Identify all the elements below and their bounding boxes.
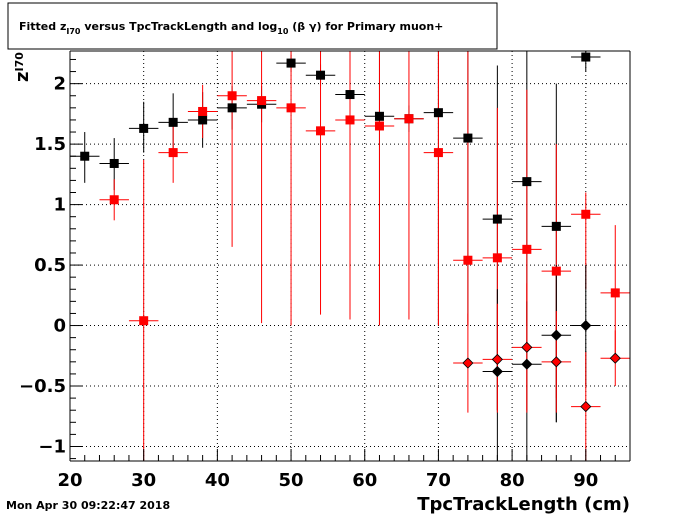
data-markers bbox=[80, 52, 621, 413]
data-point-square bbox=[610, 288, 620, 298]
y-tick-label: 1 bbox=[53, 195, 66, 216]
x-tick-label: 80 bbox=[500, 470, 525, 491]
data-point-square bbox=[286, 58, 296, 68]
error-bars bbox=[70, 51, 630, 461]
data-point-diamond bbox=[580, 401, 592, 413]
data-point-diamond bbox=[609, 352, 621, 364]
data-point-diamond bbox=[550, 329, 562, 341]
data-point-square bbox=[581, 52, 591, 62]
data-point-square bbox=[433, 148, 443, 158]
timestamp: Mon Apr 30 09:22:47 2018 bbox=[6, 499, 170, 512]
data-point-square bbox=[316, 126, 326, 136]
x-tick-label: 70 bbox=[426, 470, 451, 491]
data-point-square bbox=[168, 117, 178, 127]
data-point-square bbox=[463, 255, 473, 265]
title-prefix: Fitted z bbox=[19, 20, 66, 33]
data-point-square bbox=[316, 70, 326, 80]
y-tick-label: 1.5 bbox=[34, 134, 66, 155]
data-point-square bbox=[257, 96, 267, 106]
data-point-square bbox=[345, 90, 355, 100]
chart-title: Fitted zI70 versus TpcTrackLength and lo… bbox=[19, 20, 443, 36]
data-point-diamond bbox=[550, 356, 562, 368]
tick-labels: 20 30 40 50 60 70 80 90 −1 −0.5 0 0.5 1 1.5 2 bbox=[19, 74, 598, 491]
x-tick-label: 40 bbox=[205, 470, 230, 491]
axes bbox=[69, 50, 631, 462]
data-point-square bbox=[227, 103, 237, 113]
x-tick-label: 20 bbox=[57, 470, 82, 491]
data-point-square bbox=[551, 266, 561, 276]
data-point-square bbox=[198, 106, 208, 116]
title-suffix: (β γ) for Primary muon+ bbox=[288, 20, 443, 33]
y-tick-label: 2 bbox=[53, 74, 66, 95]
data-point-diamond bbox=[521, 341, 533, 353]
title-subscript-2: 10 bbox=[277, 27, 289, 36]
data-point-square bbox=[80, 151, 90, 161]
data-point-square bbox=[109, 158, 119, 168]
y-tick-label: −0.5 bbox=[19, 376, 66, 397]
x-tick-label: 50 bbox=[279, 470, 304, 491]
data-point-square bbox=[139, 316, 149, 326]
title-box: Fitted zI70 versus TpcTrackLength and lo… bbox=[7, 2, 498, 50]
y-axis-title: zI70 bbox=[12, 52, 33, 82]
title-frame bbox=[7, 2, 498, 50]
data-point-square bbox=[404, 114, 414, 124]
y-axis-title-sub: I70 bbox=[13, 52, 26, 72]
title-subscript: I70 bbox=[66, 27, 81, 36]
x-tick-label: 60 bbox=[352, 470, 377, 491]
y-axis-title-main: z bbox=[12, 72, 33, 82]
title-middle: versus TpcTrackLength and log bbox=[80, 20, 277, 33]
data-point-square bbox=[463, 133, 473, 143]
data-point-diamond bbox=[580, 319, 592, 332]
data-point-square bbox=[581, 209, 591, 219]
data-point-square bbox=[374, 111, 384, 121]
data-point-square bbox=[198, 115, 208, 125]
y-tick-label: 0 bbox=[53, 316, 66, 337]
data-point-square bbox=[168, 148, 178, 158]
data-point-square bbox=[492, 253, 502, 263]
data-point-diamond bbox=[462, 357, 474, 369]
data-point-square bbox=[227, 91, 237, 101]
data-point-square bbox=[109, 195, 119, 205]
data-point-diamond bbox=[521, 358, 533, 370]
y-tick-label: −1 bbox=[38, 436, 66, 457]
data-point-square bbox=[139, 123, 149, 133]
data-point-square bbox=[286, 103, 296, 113]
data-point-diamond bbox=[491, 353, 503, 365]
data-point-square bbox=[522, 244, 532, 254]
x-axis-title: TpcTrackLength (cm) bbox=[417, 494, 630, 514]
y-tick-label: 0.5 bbox=[34, 255, 66, 276]
data-point-diamond bbox=[491, 365, 503, 378]
x-tick-label: 90 bbox=[573, 470, 598, 491]
data-point-square bbox=[433, 108, 443, 118]
data-point-square bbox=[551, 221, 561, 231]
x-tick-label: 30 bbox=[131, 470, 156, 491]
data-point-square bbox=[522, 177, 532, 187]
data-point-square bbox=[345, 115, 355, 125]
data-point-square bbox=[374, 121, 384, 131]
data-point-square bbox=[492, 214, 502, 224]
